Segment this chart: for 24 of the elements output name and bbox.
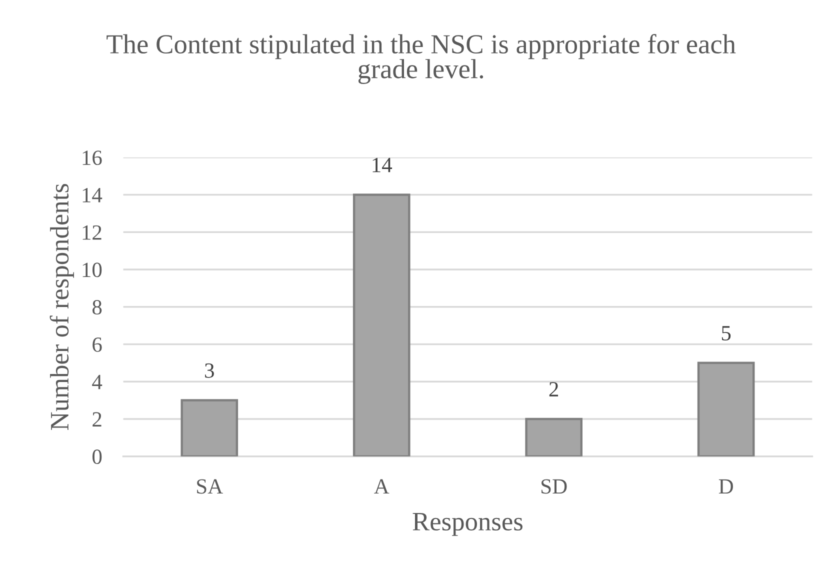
y-axis-title: Number of respondents xyxy=(50,184,74,430)
bar xyxy=(525,418,583,456)
x-tick-label: SD xyxy=(542,479,567,494)
x-tick-label: SA xyxy=(197,479,223,494)
x-tick-label: D xyxy=(718,479,733,494)
x-tick-label: A xyxy=(374,479,390,494)
x-axis-title: Responses xyxy=(412,513,522,536)
y-tick-label: 12 xyxy=(82,225,102,240)
y-tick-label: 14 xyxy=(82,188,102,202)
y-tick-label: 16 xyxy=(82,150,102,166)
data-label: 5 xyxy=(722,326,731,340)
bar xyxy=(180,399,238,456)
data-label: 3 xyxy=(205,363,214,378)
bar xyxy=(697,362,755,456)
y-tick-label: 6 xyxy=(92,337,102,352)
y-tick-label: 10 xyxy=(82,262,102,278)
chart-title: The Content stipulated in the NSC is appropriate for each grade level. xyxy=(106,34,736,84)
y-tick-label: 0 xyxy=(92,449,102,464)
data-label: 14 xyxy=(372,158,392,172)
y-tick-label: 4 xyxy=(92,374,102,390)
y-tick-label: 8 xyxy=(92,300,102,315)
data-label: 2 xyxy=(549,382,558,396)
bar xyxy=(352,194,410,456)
y-tick-label: 2 xyxy=(92,412,102,426)
